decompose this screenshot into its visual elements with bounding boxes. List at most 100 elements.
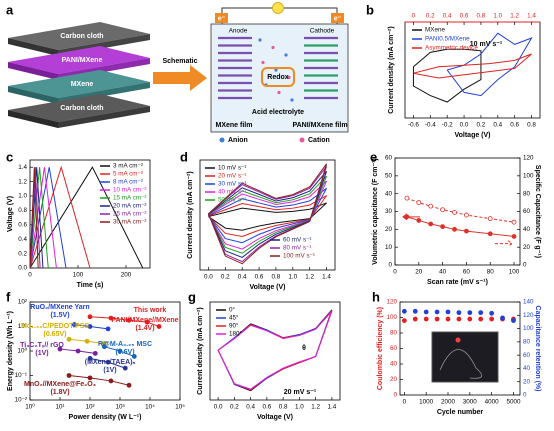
data-point (66, 373, 72, 378)
arrow-label: Schematic (162, 58, 197, 65)
y-tick-label: 10 (385, 244, 393, 251)
x2-tick-label: 1.4 (527, 13, 536, 20)
y-tick-label: 20 (385, 226, 393, 233)
legend-label: Asymmetric device (425, 45, 478, 52)
cathode-label: Cathode (310, 28, 335, 35)
annotation: 20 mV s⁻¹ (284, 389, 317, 396)
y2-tick-label: 60 (523, 352, 531, 359)
y2-tick-label: 40 (523, 226, 531, 233)
data-point (416, 218, 422, 223)
ion-label: Anion (228, 137, 248, 144)
panel-label: g (188, 289, 196, 304)
y-tick-label: 1.2 (18, 178, 27, 185)
legend-label: 5 mA cm⁻² (113, 171, 143, 178)
data-point (416, 200, 422, 205)
ion (277, 90, 281, 95)
series-line (29, 166, 144, 269)
x-tick-label: 1.0 (295, 404, 304, 411)
y-tick-label: 10⁰ (17, 348, 27, 355)
data-point (440, 207, 446, 213)
data-point (423, 316, 429, 322)
x-tick-label: 60 (463, 269, 471, 276)
cation-icon (299, 137, 305, 143)
legend-label: 30 mV s⁻¹ (218, 181, 247, 188)
data-point (105, 326, 111, 332)
x-tick-label: -0.2 (442, 122, 453, 129)
y-tick-label: 80 (390, 330, 398, 337)
data-point (87, 355, 93, 361)
y2-tick-label: 20 (523, 378, 531, 385)
series-annotation: Ti₃C₂Tₓ// rGO (20, 342, 64, 349)
panel-label: e (370, 149, 377, 164)
wire (221, 7, 272, 24)
x-tick-label: 0.2 (221, 274, 230, 281)
x2-tick-label: 0.4 (443, 13, 452, 20)
series-line (406, 216, 515, 237)
data-point (66, 336, 72, 342)
arrow (153, 65, 207, 91)
x-tick-label: 200 (121, 272, 132, 279)
data-point (487, 216, 493, 222)
y-axis-label: Coulombic efficiency (%) (377, 307, 384, 390)
data-point (108, 315, 114, 321)
legend-label: 20 mV s⁻¹ (218, 173, 247, 180)
panel-label: f (6, 289, 11, 304)
x-tick-label: 0.2 (230, 404, 239, 411)
series-line (68, 375, 130, 386)
wire-loop (439, 349, 483, 379)
layer-edge (8, 62, 58, 80)
x-tick-label: 0.8 (272, 274, 281, 281)
axis-arrow (495, 240, 513, 247)
data-point (445, 309, 451, 315)
legend-label: 100 mV s⁻¹ (283, 253, 315, 260)
panel-label: c (6, 149, 13, 164)
ion (261, 60, 265, 65)
cell (210, 23, 349, 133)
film-label: PANI/MXene film (292, 122, 347, 129)
x-tick-label: 10⁵ (175, 404, 185, 411)
data-point (144, 319, 150, 325)
y-axis-label: Volumetric capacitance (F cm⁻³) (372, 158, 379, 265)
series-annotation: (1.5V) (50, 312, 69, 319)
y-tick-label: 120 (386, 299, 397, 306)
x-tick-label: 0.8 (527, 122, 536, 129)
x-tick-label: -0.4 (425, 122, 436, 129)
y-tick-label: 0 (388, 262, 392, 269)
x-tick-label: 0.4 (493, 122, 502, 129)
data-point (511, 234, 517, 239)
data-point (131, 354, 137, 359)
y-tick-label: 0.0 (18, 265, 27, 272)
y-tick-label: 0.8 (18, 207, 27, 214)
legend-label: 50 mV s⁻¹ (218, 197, 247, 204)
x-tick-label: 1.2 (305, 274, 314, 281)
series-line (208, 195, 327, 237)
series-line (406, 197, 515, 223)
y-axis-label: Current density (mA cm⁻²) (197, 307, 204, 394)
y2-tick-label: 80 (523, 190, 531, 197)
data-point (105, 359, 111, 365)
wire (284, 7, 338, 24)
x2-tick-label: 1.2 (510, 13, 519, 20)
series-line (29, 167, 39, 269)
data-point (440, 224, 446, 230)
y2-tick-label: 20 (523, 244, 531, 251)
y2-tick-label: 60 (523, 208, 531, 215)
ion-label: Cation (308, 137, 330, 144)
y2-tick-label: 0 (523, 262, 527, 269)
series-annotation: (MXene/TAEA)ₙ (85, 359, 136, 366)
legend-label: 45° (229, 314, 239, 322)
layer-label: Carbon cloth (60, 33, 103, 40)
layer (8, 94, 150, 122)
y-tick-label: 40 (385, 190, 393, 197)
y-tick-label: 30 (385, 208, 393, 215)
y-tick-label: 0.2 (18, 250, 27, 257)
series-line (208, 180, 328, 250)
x-tick-label: 4000 (485, 399, 500, 406)
series-line (208, 187, 328, 244)
x-tick-label: 1.4 (327, 404, 336, 411)
x-tick-label: 5000 (506, 399, 521, 406)
x-tick-label: 1000 (419, 399, 434, 406)
ion (287, 75, 291, 80)
series-line (29, 167, 49, 269)
